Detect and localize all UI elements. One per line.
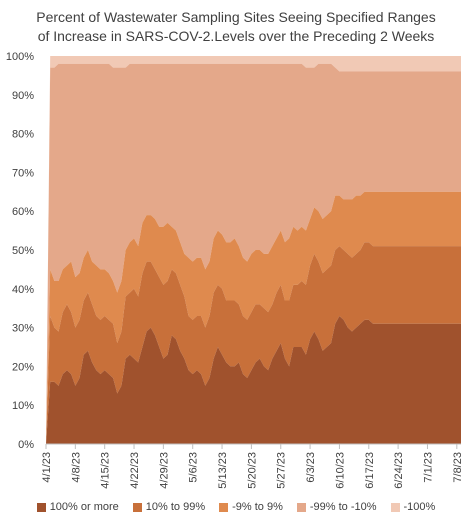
area-series-3 bbox=[46, 63, 461, 444]
x-tick-label: 7/8/23 bbox=[452, 452, 464, 483]
legend-label: -99% to -10% bbox=[309, 501, 377, 513]
y-tick-label: 80% bbox=[12, 129, 34, 141]
legend-swatch bbox=[390, 502, 400, 512]
x-tick-label: 5/20/23 bbox=[246, 452, 258, 489]
y-tick-label: 90% bbox=[12, 90, 34, 102]
y-tick-label: 0% bbox=[18, 439, 34, 451]
y-tick-label: 100% bbox=[6, 51, 34, 63]
legend-item-4: -100% bbox=[390, 501, 436, 513]
x-tick-label: 7/1/23 bbox=[422, 452, 434, 483]
legend-swatch bbox=[36, 502, 46, 512]
x-tick-label: 4/29/23 bbox=[158, 452, 170, 489]
legend-item-3: -99% to -10% bbox=[296, 501, 377, 513]
legend-swatch bbox=[296, 502, 306, 512]
x-tick-label: 6/10/23 bbox=[334, 452, 346, 489]
x-tick-label: 4/15/23 bbox=[100, 452, 112, 489]
y-tick-label: 10% bbox=[12, 400, 34, 412]
area-series-2 bbox=[46, 191, 461, 444]
x-tick-label: 5/13/23 bbox=[217, 452, 229, 489]
area-series-0 bbox=[46, 315, 461, 444]
x-tick-label: 6/17/23 bbox=[364, 452, 376, 489]
y-tick-label: 60% bbox=[12, 206, 34, 218]
legend-label: -100% bbox=[403, 501, 436, 513]
x-tick-label: 4/22/23 bbox=[129, 452, 141, 489]
legend-swatch bbox=[132, 502, 142, 512]
area-series-1 bbox=[46, 242, 461, 444]
x-tick-label: 5/6/23 bbox=[188, 452, 200, 483]
y-tick-label: 50% bbox=[12, 245, 34, 257]
chart-title-line-1: Percent of Wastewater Sampling Sites See… bbox=[36, 9, 436, 25]
chart-title: Percent of Wastewater Sampling Sites See… bbox=[0, 8, 472, 46]
chart-title-line-2: of Increase in SARS-COV-2.Levels over th… bbox=[37, 28, 435, 44]
legend: 100% or more 10% to 99% -9% to 9% -99% to -… bbox=[0, 501, 472, 513]
x-tick-label: 6/24/23 bbox=[393, 452, 405, 489]
x-tick-label: 4/1/23 bbox=[41, 452, 53, 483]
x-tick-label: 5/27/23 bbox=[276, 452, 288, 489]
legend-item-0: 100% or more bbox=[36, 501, 119, 513]
legend-item-2: -9% to 9% bbox=[219, 501, 283, 513]
legend-item-1: 10% to 99% bbox=[132, 501, 206, 513]
y-tick-label: 70% bbox=[12, 167, 34, 179]
legend-label: -9% to 9% bbox=[232, 501, 283, 513]
legend-label: 100% or more bbox=[49, 501, 119, 513]
x-tick-label: 4/8/23 bbox=[70, 452, 82, 483]
x-tick-label: 6/3/23 bbox=[305, 452, 317, 483]
y-tick-label: 40% bbox=[12, 284, 34, 296]
y-tick-label: 20% bbox=[12, 361, 34, 373]
legend-swatch bbox=[219, 502, 229, 512]
legend-label: 10% to 99% bbox=[145, 501, 206, 513]
y-tick-label: 30% bbox=[12, 323, 34, 335]
